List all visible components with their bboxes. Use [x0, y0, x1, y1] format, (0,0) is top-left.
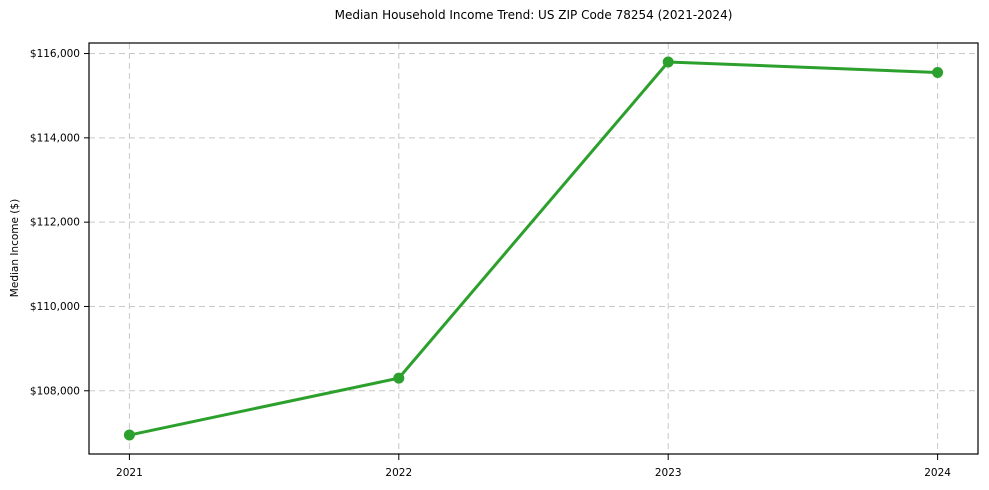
y-tick-label: $114,000 — [30, 132, 80, 144]
data-point-2023 — [662, 56, 674, 68]
x-tick-label: 2023 — [655, 467, 682, 479]
chart-title: Median Household Income Trend: US ZIP Co… — [334, 8, 733, 22]
y-tick-label: $110,000 — [30, 301, 80, 313]
y-tick-label: $116,000 — [30, 48, 80, 60]
y-tick-label: $112,000 — [30, 217, 80, 229]
axes-spines — [88, 42, 979, 455]
y-axis-label: Median Income ($) — [9, 198, 21, 298]
data-point-2024 — [932, 67, 944, 79]
y-tick-label: $108,000 — [30, 385, 80, 397]
x-tick-label: 2022 — [385, 467, 412, 479]
x-tick-label: 2021 — [116, 467, 143, 479]
data-point-2022 — [393, 372, 405, 384]
x-tick-label: 2024 — [924, 467, 951, 479]
trend-line — [127, 60, 940, 437]
data-point-2021 — [123, 429, 135, 441]
